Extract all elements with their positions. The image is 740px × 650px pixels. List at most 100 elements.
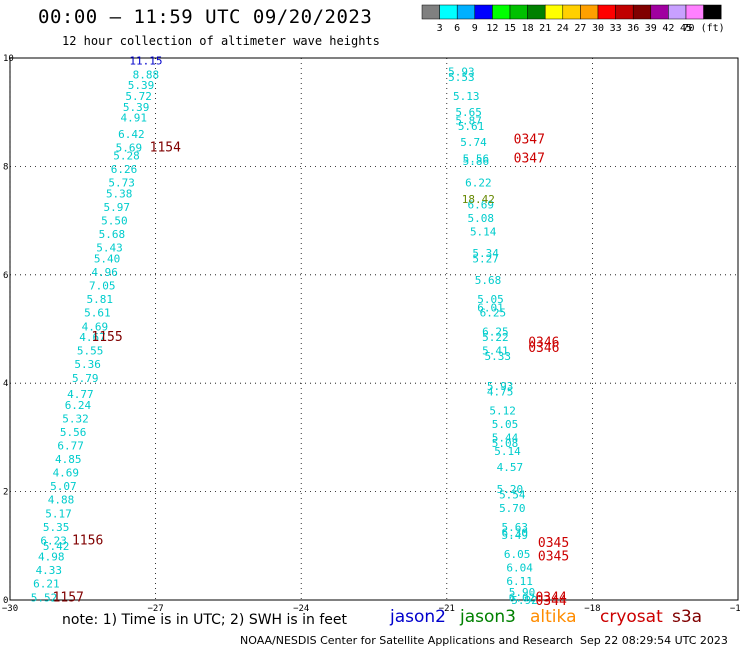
- wave-height-label: 6.05: [504, 548, 531, 561]
- edge-dot: [9, 411, 11, 413]
- wave-height-label: 5.32: [62, 412, 89, 425]
- wave-height-label: 6.30: [501, 526, 528, 539]
- edge-dot: [9, 296, 11, 298]
- edge-dot: [9, 401, 11, 403]
- edge-dot: [9, 201, 11, 203]
- colorbar-label: 9: [472, 23, 478, 34]
- colorbar-label: 45: [680, 23, 692, 34]
- wave-height-label: 5.93: [448, 66, 475, 79]
- wave-height-label: 6.11: [506, 575, 533, 588]
- edge-dot: [9, 386, 11, 388]
- edge-dot: [9, 461, 11, 463]
- wave-height-label: 5.42: [43, 540, 70, 553]
- wave-height-label: 5.36: [74, 358, 101, 371]
- mission-cryosat: cryosat: [600, 607, 663, 627]
- time-label: 0347: [514, 151, 545, 166]
- edge-dot: [9, 251, 11, 253]
- edge-dot: [9, 546, 11, 548]
- edge-dot: [9, 91, 11, 93]
- wave-height-label: 6.21: [33, 578, 60, 591]
- wave-height-label: 5.07: [50, 480, 77, 493]
- mission-jason3: jason3: [460, 607, 516, 627]
- edge-dot: [9, 436, 11, 438]
- colorbar-label: 70 (ft): [683, 23, 725, 34]
- edge-dot: [9, 491, 11, 493]
- colorbar-label: 36: [627, 23, 639, 34]
- note-text: note: 1) Time is in UTC; 2) SWH is in fe…: [62, 612, 348, 628]
- wave-height-label: 8.88: [133, 68, 160, 81]
- x-tick-label: −24: [293, 604, 309, 614]
- wave-height-label: 5.39: [123, 101, 150, 114]
- wave-height-label: 5.28: [113, 150, 140, 163]
- x-tick-label: −30: [2, 604, 18, 614]
- edge-dot: [9, 156, 11, 158]
- edge-dot: [9, 136, 11, 138]
- colorbar-label: 15: [504, 23, 516, 34]
- wave-height-label: 5.13: [453, 90, 480, 103]
- mission-s3a: s3a: [672, 607, 703, 627]
- edge-dot: [9, 106, 11, 108]
- edge-dot: [9, 171, 11, 173]
- edge-dot: [9, 486, 11, 488]
- wave-height-label: 5.69: [116, 141, 143, 154]
- edge-dot: [9, 256, 11, 258]
- edge-dot: [9, 181, 11, 183]
- wave-height-label: 5.50: [101, 215, 128, 228]
- wave-height-label: 5.27: [472, 253, 499, 266]
- edge-dot: [9, 571, 11, 573]
- wave-height-label: 4.77: [67, 388, 94, 401]
- edge-dot: [9, 516, 11, 518]
- edge-dot: [9, 221, 11, 223]
- wave-height-label: 6.01: [477, 301, 504, 314]
- wave-height-label: 5.92: [511, 594, 538, 607]
- edge-dot: [9, 186, 11, 188]
- wave-height-label: 5.70: [499, 502, 526, 515]
- edge-dot: [9, 191, 11, 193]
- wave-height-label: 6.22: [465, 177, 492, 190]
- wave-height-label: 5.56: [463, 152, 490, 165]
- edge-dot: [9, 551, 11, 553]
- colorbar-label: 39: [645, 23, 657, 34]
- edge-dot: [9, 596, 11, 598]
- color-swatch: [703, 4, 722, 20]
- edge-dot: [9, 531, 11, 533]
- edge-dot: [9, 261, 11, 263]
- edge-dot: [9, 591, 11, 593]
- edge-dot: [9, 481, 11, 483]
- colorbar-label: 27: [574, 23, 586, 34]
- wave-height-label: 4.96: [91, 266, 118, 279]
- wave-height-label: 5.61: [84, 307, 111, 320]
- edge-dot: [9, 141, 11, 143]
- x-tick-label: −21: [439, 604, 455, 614]
- edge-dot: [9, 536, 11, 538]
- wave-height-label: 5.87: [455, 114, 482, 127]
- time-label: 0346: [528, 341, 559, 356]
- wave-height-label: 4.88: [48, 494, 75, 507]
- edge-dot: [9, 206, 11, 208]
- edge-dot: [9, 291, 11, 293]
- edge-dot: [9, 466, 11, 468]
- wave-height-label: 5.08: [492, 437, 519, 450]
- edge-dot: [9, 301, 11, 303]
- wave-height-label: 5.61: [458, 120, 485, 133]
- edge-dot: [9, 331, 11, 333]
- edge-dot: [9, 371, 11, 373]
- plot-frame: [9, 57, 739, 601]
- wave-height-label: 11.15: [129, 55, 162, 68]
- edge-dot: [9, 81, 11, 83]
- wave-height-label: 5.20: [497, 483, 524, 496]
- time-label: 0344: [535, 594, 566, 609]
- wave-height-label: 6.25: [480, 307, 507, 320]
- edge-dot: [9, 76, 11, 78]
- wave-height-label: 5.93: [487, 380, 514, 393]
- colorbar-label: 3: [437, 23, 443, 34]
- wave-height-label: 5.68: [99, 228, 126, 241]
- wave-height-label: 5.72: [125, 90, 152, 103]
- wave-height-label: 5.12: [489, 404, 516, 417]
- wave-height-label: 6.69: [468, 198, 495, 211]
- wave-height-label: 4.91: [121, 112, 148, 125]
- edge-dot: [9, 101, 11, 103]
- wave-height-label: 5.49: [501, 529, 528, 542]
- wave-height-label: 5.44: [492, 431, 519, 444]
- edge-dot: [9, 431, 11, 433]
